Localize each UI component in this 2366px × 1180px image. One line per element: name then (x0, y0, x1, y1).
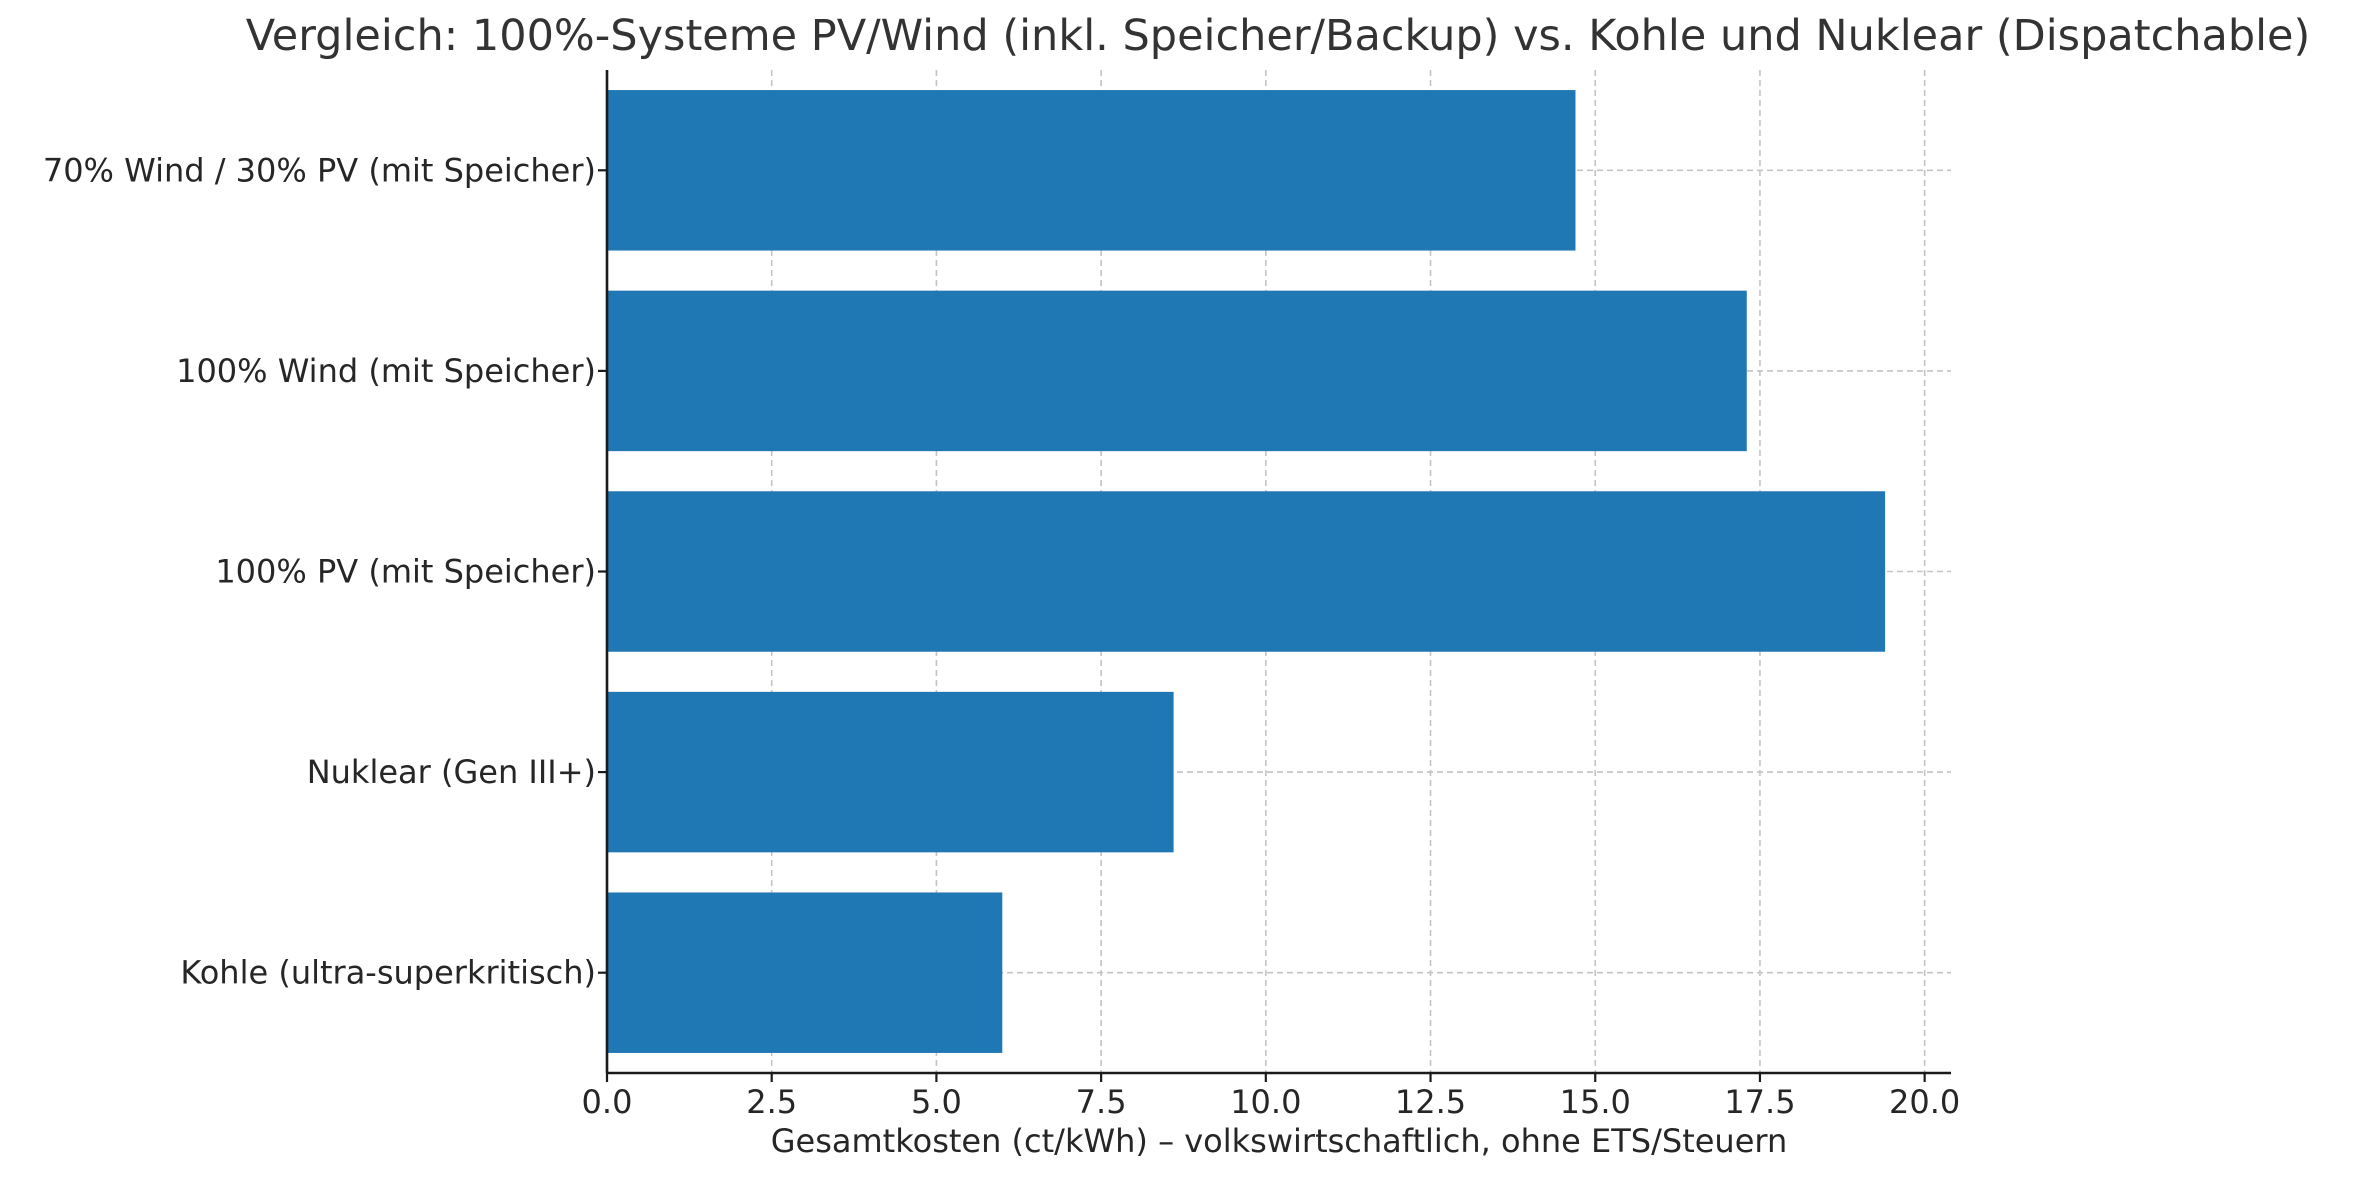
category-label: Kohle (ultra-superkritisch) (180, 954, 596, 992)
bar-3 (607, 290, 1747, 452)
category-label: 100% PV (mit Speicher) (215, 553, 596, 591)
bar-4 (607, 90, 1576, 251)
x-tick-label: 10.0 (1230, 1083, 1301, 1121)
x-tick-label: 20.0 (1889, 1083, 1960, 1121)
bar-1 (607, 691, 1174, 853)
category-label: Nuklear (Gen III+) (307, 753, 596, 791)
x-tick-label: 2.5 (746, 1083, 797, 1121)
x-tick-label: 7.5 (1076, 1083, 1127, 1121)
category-label: 70% Wind / 30% PV (mit Speicher) (43, 151, 596, 189)
x-tick-label: 12.5 (1395, 1083, 1466, 1121)
x-tick-label: 15.0 (1560, 1083, 1631, 1121)
x-tick-label: 17.5 (1724, 1083, 1795, 1121)
x-tick-label: 5.0 (911, 1083, 962, 1121)
category-label: 100% Wind (mit Speicher) (176, 352, 596, 390)
x-ticks: 0.0 2.5 5.0 7.5 10.0 12.5 15.0 17.5 20.0 (582, 1073, 1960, 1121)
bar-2 (607, 491, 1886, 652)
bar-0 (607, 892, 1003, 1053)
bars (607, 90, 1886, 1053)
x-tick-label: 0.0 (582, 1083, 633, 1121)
chart-title: Vergleich: 100%-Systeme PV/Wind (inkl. S… (246, 11, 2311, 61)
x-axis-title: Gesamtkosten (ct/kWh) – volkswirtschaftl… (771, 1122, 1788, 1160)
y-ticks: Kohle (ultra-superkritisch) Nuklear (Gen … (43, 151, 607, 992)
